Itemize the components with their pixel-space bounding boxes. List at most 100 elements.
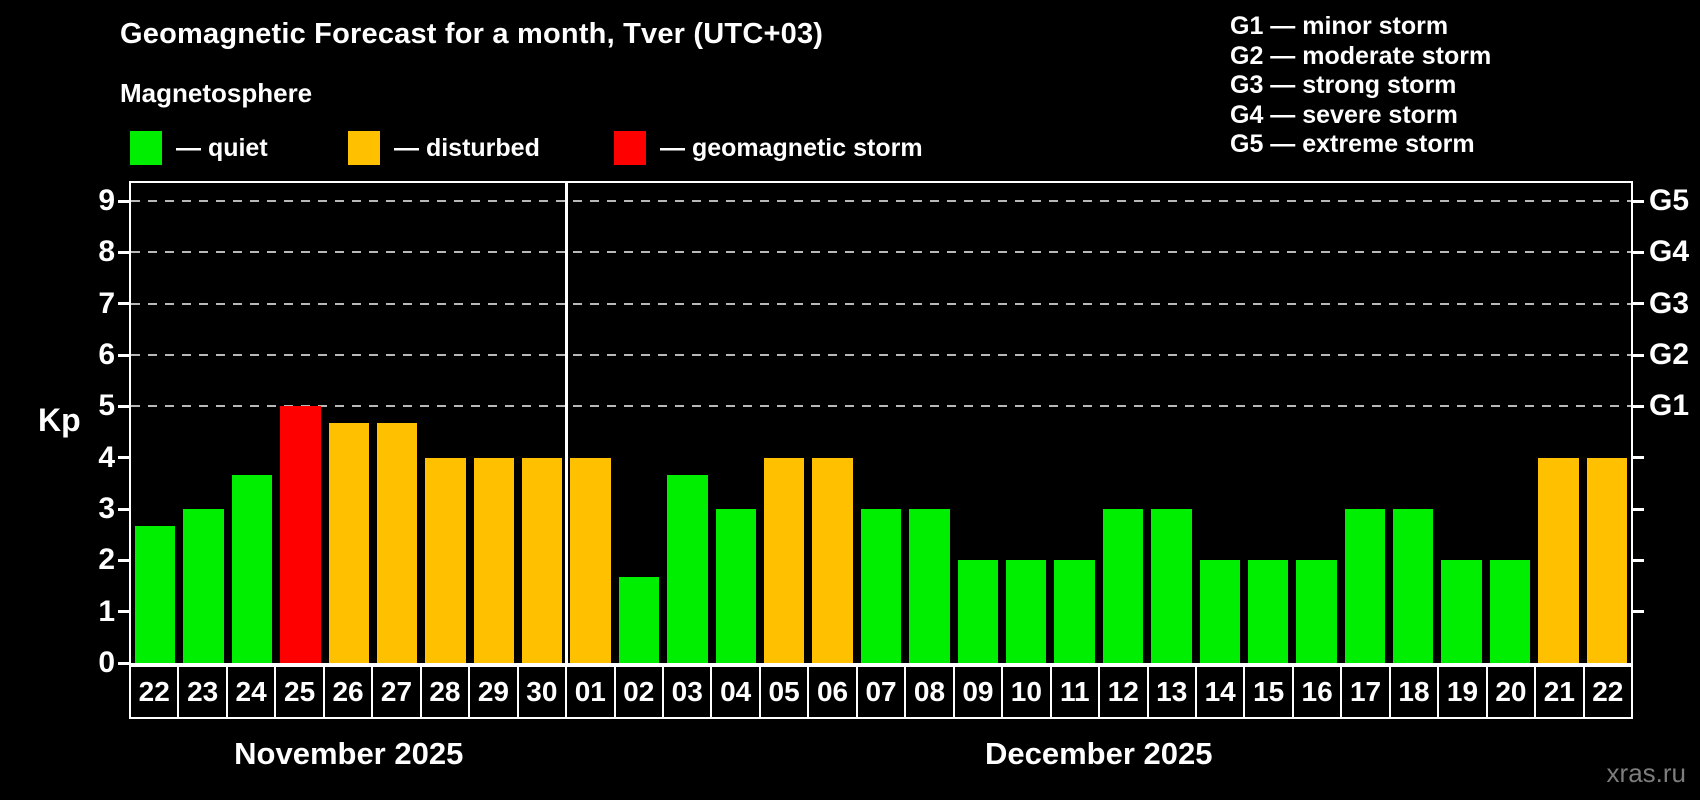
legend-item-storm: — geomagnetic storm (614, 130, 923, 166)
date-cell-nov-24: 24 (225, 665, 277, 719)
quiet-swatch (130, 131, 162, 165)
g-axis-tick-4 (1633, 456, 1644, 460)
date-cell-dec-10: 10 (1001, 665, 1052, 719)
kp-bar-dec-12 (1102, 509, 1144, 663)
storm-scale-g2: G2 — moderate storm (1230, 41, 1492, 70)
y-axis-label-9: 9 (98, 184, 115, 217)
date-cell-nov-30: 30 (516, 665, 568, 719)
y-axis-tick-1 (118, 610, 129, 614)
kp-bar-dec-08 (909, 509, 950, 663)
kp-bar-nov-28 (425, 457, 466, 663)
y-axis-label-7: 7 (98, 286, 115, 320)
kp-bar-dec-13 (1151, 509, 1192, 663)
kp-bar-dec-06 (812, 457, 853, 663)
kp-bar-nov-25 (280, 406, 321, 663)
date-cell-dec-20: 20 (1485, 665, 1537, 719)
g-axis-tick-6 (1633, 353, 1644, 357)
g-axis-tick-8 (1633, 250, 1644, 254)
g-axis-label-g5: G5 (1649, 184, 1690, 217)
kp-bar-dec-04 (715, 509, 757, 663)
date-cell-dec-05: 05 (758, 665, 810, 719)
date-cell-nov-29: 29 (468, 665, 519, 719)
y-axis-label-3: 3 (98, 492, 115, 525)
date-cell-dec-09: 09 (952, 665, 1004, 719)
y-axis-tick-0 (118, 661, 129, 665)
g-axis-tick-7 (1633, 302, 1644, 306)
gridline-8 (131, 251, 1631, 254)
date-cell-dec-14: 14 (1194, 665, 1246, 719)
y-axis-tick-7 (118, 302, 129, 306)
date-cell-dec-22: 22 (1582, 665, 1634, 719)
y-axis-label-5: 5 (98, 389, 115, 423)
g-axis-tick-1 (1633, 610, 1644, 614)
g-axis-tick-9 (1633, 199, 1644, 203)
y-axis-label-8: 8 (98, 235, 115, 269)
storm-swatch (614, 131, 646, 165)
kp-bar-dec-14 (1199, 560, 1240, 663)
gridline-5 (131, 405, 1631, 408)
y-axis-label-2: 2 (98, 543, 115, 577)
kp-bar-dec-16 (1296, 560, 1337, 663)
watermark: xras.ru (1606, 758, 1686, 788)
kp-bar-dec-17 (1344, 509, 1386, 663)
kp-bar-nov-22 (135, 525, 176, 663)
date-cell-dec-03: 03 (661, 665, 713, 719)
y-axis-tick-2 (118, 558, 129, 562)
kp-bar-dec-15 (1247, 560, 1289, 663)
kp-bar-dec-07 (860, 509, 902, 663)
quiet-label: — quiet (176, 133, 268, 162)
gridline-9 (131, 200, 1631, 202)
gridline-7 (131, 302, 1631, 305)
kp-bar-dec-20 (1489, 560, 1531, 663)
y-axis-label-6: 6 (98, 338, 115, 371)
kp-bar-dec-05 (764, 457, 805, 663)
date-cell-nov-26: 26 (322, 665, 374, 719)
g-axis-tick-2 (1633, 558, 1644, 562)
date-cell-dec-01: 01 (565, 665, 616, 719)
y-axis-title: Kp (38, 402, 81, 438)
date-cell-dec-13: 13 (1146, 665, 1197, 719)
kp-bar-dec-03 (667, 474, 708, 663)
date-cell-dec-18: 18 (1388, 665, 1440, 719)
y-axis-label-1: 1 (98, 594, 115, 628)
storm-scale-g1: G1 — minor storm (1230, 12, 1449, 40)
kp-bar-dec-11 (1054, 560, 1095, 663)
kp-bar-nov-24 (231, 474, 273, 663)
date-cell-dec-07: 07 (855, 665, 907, 719)
g-axis-tick-3 (1633, 507, 1644, 511)
storm-scale-legend: G1 — minor storm G2 — moderate storm G3 … (1230, 12, 1491, 160)
gridline-6 (131, 354, 1631, 356)
kp-bar-dec-19 (1441, 560, 1482, 663)
date-cell-nov-28: 28 (419, 665, 471, 719)
date-cell-dec-15: 15 (1243, 665, 1294, 719)
y-axis-tick-9 (118, 199, 129, 203)
month-label-november: November 2025 (234, 736, 464, 771)
y-axis-tick-5 (118, 404, 129, 408)
date-cell-nov-23: 23 (177, 665, 228, 719)
g-axis-label-g3: G3 (1649, 286, 1690, 320)
kp-bar-dec-18 (1393, 509, 1434, 663)
kp-bar-dec-01 (570, 457, 611, 663)
y-axis-tick-6 (118, 353, 129, 357)
legend-item-quiet: — quiet (130, 130, 268, 166)
storm-scale-g4: G4 — severe storm (1230, 100, 1458, 129)
g-axis-label-g1: G1 (1649, 389, 1690, 423)
y-axis-tick-3 (118, 507, 129, 511)
date-cell-dec-02: 02 (613, 665, 664, 719)
chart-subtitle: Magnetosphere (120, 78, 313, 108)
kp-bar-nov-23 (183, 509, 224, 663)
date-cell-dec-17: 17 (1340, 665, 1391, 719)
date-cell-dec-16: 16 (1291, 665, 1343, 719)
date-cell-nov-27: 27 (371, 665, 422, 719)
date-axis: 22 23 24 25 26 27 28 29 30 01 02 03 04 05 06 07 08 09 10 11… (129, 665, 1634, 719)
disturbed-swatch (348, 131, 380, 165)
legend-item-disturbed: — disturbed (348, 130, 540, 166)
date-cell-dec-08: 08 (904, 665, 955, 719)
g-axis-label-g4: G4 (1649, 235, 1690, 269)
page-title: Geomagnetic Forecast for a month, Tver (… (120, 18, 824, 50)
kp-bar-nov-29 (473, 457, 515, 663)
g-axis-label-g2: G2 (1649, 338, 1690, 371)
kp-bar-dec-09 (957, 560, 998, 663)
date-cell-dec-04: 04 (710, 665, 761, 719)
plot-area: 0 1 2 3 4 5 6 7 8 9 G1 G2 G3 G4 G5 (98, 181, 1689, 679)
